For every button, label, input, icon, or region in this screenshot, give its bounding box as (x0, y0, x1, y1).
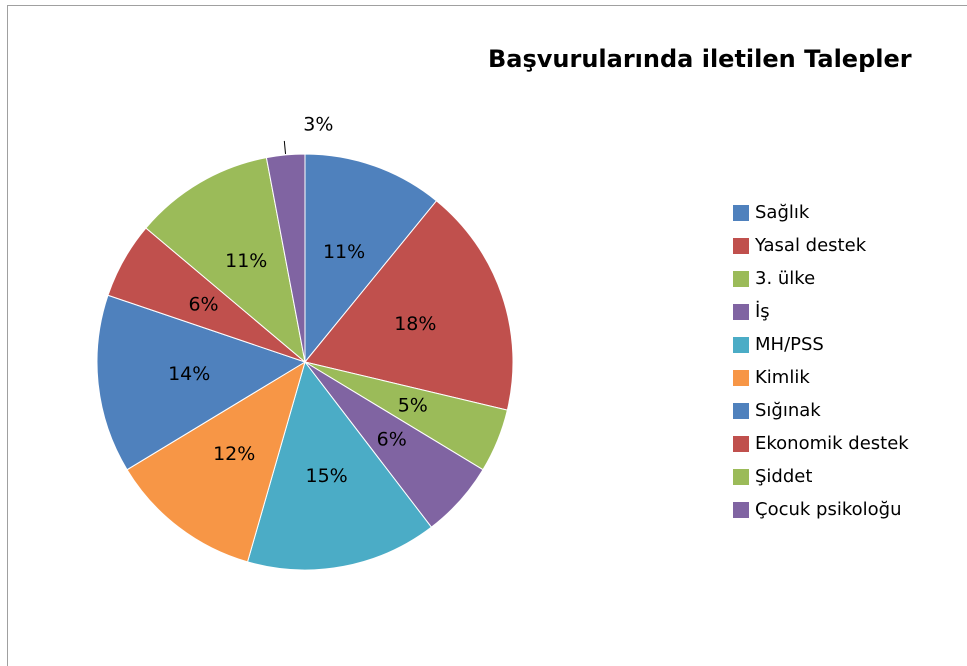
data-label: 12% (213, 443, 255, 465)
legend-swatch (733, 436, 749, 452)
data-label: 5% (398, 395, 428, 417)
data-label: 6% (377, 428, 407, 450)
pie-slice (265, 153, 306, 363)
leader-line (283, 140, 287, 154)
legend-label: Sağlık (755, 202, 810, 223)
data-label: 18% (394, 313, 436, 335)
legend-swatch (733, 304, 749, 320)
legend-swatch (733, 502, 749, 518)
legend-swatch (733, 205, 749, 221)
legend-label: Şiddet (755, 466, 812, 487)
legend-swatch (733, 403, 749, 419)
legend-swatch (733, 370, 749, 386)
legend-swatch (733, 337, 749, 353)
legend-swatch (733, 271, 749, 287)
pie-slice (96, 294, 307, 471)
legend-label: Çocuk psikoloğu (755, 499, 901, 520)
legend-label: Yasal destek (754, 235, 867, 256)
legend-label: Ekonomik destek (755, 433, 909, 454)
legend-label: İş (755, 301, 770, 322)
pie-slice (246, 360, 433, 571)
data-label: 3% (303, 113, 333, 135)
data-label: 11% (323, 241, 365, 263)
legend-swatch (733, 469, 749, 485)
data-label: 6% (188, 293, 218, 315)
legend-label: 3. ülke (755, 268, 815, 289)
chart-frame (7, 5, 967, 666)
legend-swatch (733, 238, 749, 254)
pie-slice (304, 200, 514, 411)
legend-label: Sığınak (755, 400, 821, 421)
data-label: 11% (225, 250, 267, 272)
data-label: 14% (168, 363, 210, 385)
pie-slice (145, 157, 306, 364)
pie-slice (126, 360, 306, 563)
chart-title: Başvurularında iletilen Talepler (488, 45, 912, 73)
pie-slice (304, 153, 438, 364)
legend-label: Kimlik (755, 367, 810, 388)
legend-label: MH/PSS (755, 334, 824, 355)
data-label: 15% (305, 465, 347, 487)
